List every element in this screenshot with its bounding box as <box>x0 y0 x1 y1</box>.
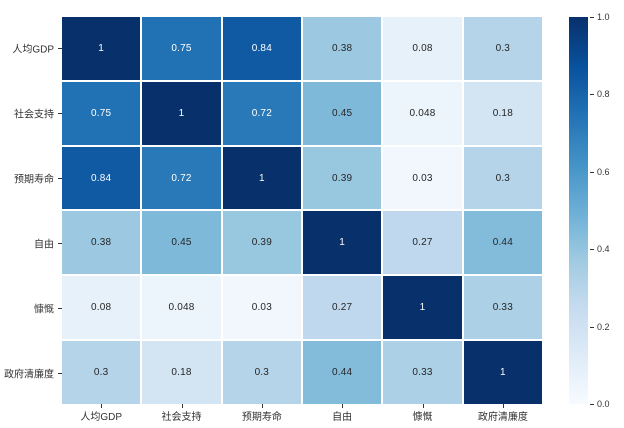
heatmap-cell: 1 <box>222 146 301 210</box>
colorbar-tick <box>590 326 594 328</box>
heatmap-cell: 0.72 <box>222 81 301 145</box>
y-axis-label: 自由 <box>34 239 54 251</box>
x-axis-label: 社会支持 <box>161 412 202 423</box>
x-axis-tick <box>101 404 103 408</box>
heatmap-cell: 0.39 <box>303 146 382 210</box>
heatmap-cell: 0.72 <box>142 146 221 210</box>
y-axis-label: 预期寿命 <box>14 174 54 186</box>
heatmap-cell: 1 <box>142 81 221 145</box>
heatmap-cell: 0.3 <box>463 146 542 210</box>
heatmap-cell: 0.38 <box>303 17 382 80</box>
x-axis-tick <box>502 404 504 408</box>
heatmap-cell: 0.45 <box>142 211 221 275</box>
y-axis-tick <box>58 372 62 374</box>
colorbar-tick <box>590 404 594 405</box>
y-axis-label: 人均GDP <box>12 44 54 56</box>
y-axis-label: 政府清廉度 <box>4 369 54 381</box>
y-axis-tick <box>58 178 62 180</box>
heatmap-cell: 1 <box>383 276 462 340</box>
x-axis-label: 政府清廉度 <box>477 412 528 423</box>
heatmap-cell: 0.18 <box>142 341 221 404</box>
heatmap-cell: 0.3 <box>222 341 301 404</box>
heatmap-cell: 0.38 <box>62 211 141 275</box>
colorbar-tick-label: 1.0 <box>597 12 610 22</box>
heatmap-cell: 0.33 <box>383 341 462 404</box>
colorbar-tick-label: 0.0 <box>597 399 610 409</box>
heatmap-cell: 0.84 <box>222 17 301 80</box>
heatmap-cell: 0.33 <box>463 276 542 340</box>
x-axis-tick <box>342 404 344 408</box>
heatmap-cell: 0.08 <box>62 276 141 340</box>
colorbar-tick-label: 0.8 <box>597 89 610 100</box>
colorbar-tick <box>590 249 594 251</box>
colorbar-tick <box>590 171 594 173</box>
y-axis-label: 慷慨 <box>34 304 54 316</box>
x-axis-tick <box>422 404 424 408</box>
heatmap-cell: 0.03 <box>222 276 301 340</box>
heatmap-cell: 0.048 <box>142 276 221 340</box>
heatmap-cell: 0.03 <box>383 146 462 210</box>
x-axis-label: 预期寿命 <box>241 412 282 423</box>
heatmap-cell: 0.84 <box>62 146 141 210</box>
y-axis-label: 社会支持 <box>14 109 54 121</box>
heatmap-cell: 0.75 <box>62 81 141 145</box>
heatmap-cell: 0.27 <box>303 276 382 340</box>
heatmap-cell: 1 <box>62 17 141 80</box>
heatmap-cell: 0.048 <box>383 81 462 145</box>
colorbar <box>569 17 588 404</box>
y-axis-tick <box>58 113 62 115</box>
heatmap-cell: 0.18 <box>463 81 542 145</box>
colorbar-tick <box>590 17 594 18</box>
heatmap-cell: 0.44 <box>463 211 542 275</box>
heatmap-cell: 0.27 <box>383 211 462 275</box>
y-axis-tick <box>58 48 62 50</box>
heatmap-cell: 0.44 <box>303 341 382 404</box>
heatmap-cell: 0.3 <box>463 17 542 80</box>
y-axis-tick <box>58 307 62 309</box>
x-axis-label: 慷慨 <box>412 412 433 423</box>
colorbar-tick <box>590 94 594 96</box>
heatmap-cell: 0.39 <box>222 211 301 275</box>
heatmap-grid: 1 0.75 0.84 0.38 0.08 0.3 0.75 1 0.72 0.45 0.048 0.… <box>62 17 542 404</box>
heatmap-cell: 0.75 <box>142 17 221 80</box>
colorbar-tick-label: 0.6 <box>597 166 610 177</box>
x-axis-tick <box>181 404 183 408</box>
colorbar-tick-label: 0.4 <box>597 244 610 255</box>
x-axis-label: 人均GDP <box>80 412 122 423</box>
heatmap-cell: 0.3 <box>62 341 141 404</box>
heatmap-cell: 0.08 <box>383 17 462 80</box>
x-axis-tick <box>261 404 263 408</box>
y-axis-tick <box>58 242 62 244</box>
heatmap-cell: 1 <box>463 341 542 404</box>
heatmap-cell: 1 <box>303 211 382 275</box>
x-axis-label: 自由 <box>332 412 353 423</box>
heatmap-cell: 0.45 <box>303 81 382 145</box>
colorbar-tick-label: 0.2 <box>597 321 610 332</box>
